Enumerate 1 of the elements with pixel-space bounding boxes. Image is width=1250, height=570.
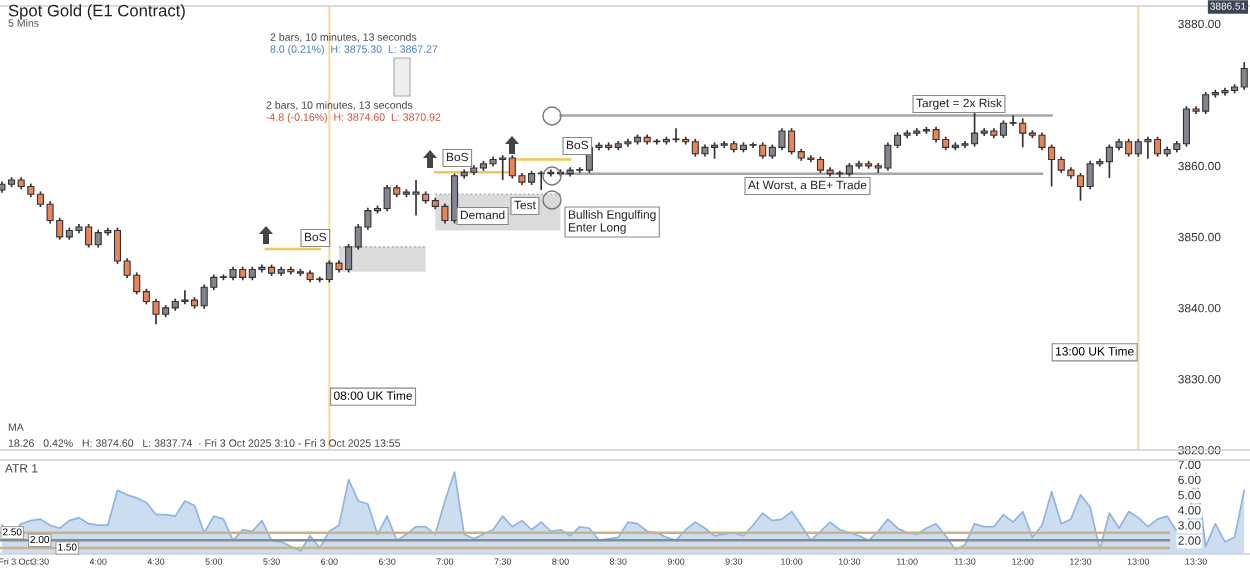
chart-title: Spot Gold (E1 Contract) (8, 4, 185, 20)
